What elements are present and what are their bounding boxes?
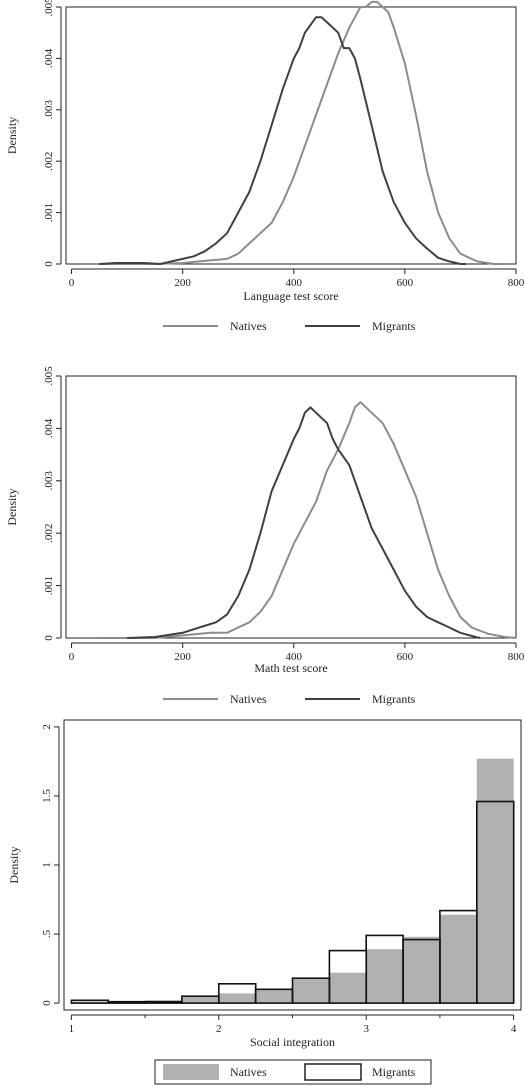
- y-axis-title: Density: [5, 117, 19, 154]
- x-tick-label: 800: [508, 277, 525, 289]
- legend-swatch-natives: [163, 1064, 219, 1080]
- y-tick-label: 2: [41, 724, 53, 730]
- x-tick-label: 0: [69, 277, 75, 289]
- x-tick-label: 200: [174, 651, 191, 663]
- legend: Natives Migrants: [154, 1059, 432, 1085]
- legend: Natives Migrants: [163, 692, 416, 706]
- social-integration-histogram-panel: 1 2 3 4 0 .5 1 1.5 2 Social integration Density Nat…: [7, 719, 522, 1085]
- bar-migrants-1: [70, 999, 110, 1004]
- legend-label-migrants: Migrants: [372, 319, 416, 333]
- bar-natives-12: [476, 758, 514, 1004]
- legend-label-natives: Natives: [230, 692, 267, 706]
- bar-natives-6: [255, 989, 293, 1004]
- bar-natives-8: [329, 972, 367, 1004]
- bar-natives-4: [181, 996, 219, 1004]
- series-line-migrants: [127, 406, 481, 639]
- y-axis-title: Density: [7, 846, 21, 883]
- bar-natives-7: [292, 978, 330, 1004]
- math-score-density-panel: 0 200 400 600 800 0 .001 .002 .003 .004 .005 Math t…: [5, 366, 525, 706]
- y-axis-title: Density: [5, 488, 19, 525]
- legend-swatch-migrants: [304, 1063, 362, 1081]
- x-axis-title: Math test score: [254, 661, 327, 675]
- language-score-density-panel: 0 200 400 600 800 0 .001 .002 .003 .004 .005 Langua…: [5, 0, 525, 333]
- y-tick-label: .005: [43, 366, 55, 386]
- x-tick-label: 400: [286, 651, 303, 663]
- y-tick-label: .005: [43, 0, 55, 17]
- bar-natives-11: [439, 914, 477, 1004]
- x-tick-label: 4: [511, 1023, 517, 1035]
- y-tick-label: .003: [43, 471, 55, 491]
- series-line-migrants: [99, 16, 466, 265]
- plot-frame: [63, 719, 522, 1011]
- legend-label-natives: Natives: [230, 1065, 267, 1079]
- y-tick-label: .004: [43, 418, 55, 438]
- bar-natives-9: [366, 949, 404, 1004]
- legend-label-natives: Natives: [230, 319, 267, 333]
- y-tick-label: .001: [43, 203, 55, 222]
- y-tick-label: .5: [41, 929, 53, 938]
- y-tick-label: .001: [43, 576, 55, 595]
- y-tick-label: .002: [43, 524, 55, 543]
- bar-migrants-12: [475, 800, 515, 1004]
- x-tick-label: 400: [286, 277, 303, 289]
- y-tick-label: 0: [43, 261, 55, 267]
- y-tick-label: 1.5: [41, 789, 53, 803]
- y-tick-label: 0: [43, 635, 55, 641]
- x-tick-label: 600: [397, 651, 414, 663]
- series-line-natives: [99, 401, 517, 639]
- bar-migrants-3: [144, 1000, 183, 1004]
- x-axis-title: Social integration: [250, 1035, 335, 1049]
- x-tick-label: 0: [69, 651, 75, 663]
- legend-label-migrants: Migrants: [372, 692, 416, 706]
- x-tick-label: 600: [397, 277, 414, 289]
- y-tick-label: .002: [43, 152, 55, 171]
- x-tick-label: 2: [216, 1023, 222, 1035]
- x-axis-title: Language test score: [243, 289, 338, 303]
- y-tick-label: 1: [41, 862, 53, 868]
- y-tick-label: .003: [43, 100, 55, 120]
- legend: Natives Migrants: [163, 319, 416, 333]
- legend-label-migrants: Migrants: [372, 1065, 416, 1079]
- x-tick-label: 3: [363, 1023, 369, 1035]
- x-tick-label: 1: [69, 1023, 75, 1035]
- plot-frame: [65, 6, 517, 265]
- legend-box: [154, 1059, 432, 1085]
- x-tick-label: 200: [174, 277, 191, 289]
- bar-natives-5: [218, 993, 256, 1004]
- y-tick-label: .004: [43, 48, 55, 68]
- plot-frame: [65, 375, 517, 639]
- x-tick-label: 800: [508, 651, 525, 663]
- bar-natives-10: [403, 936, 440, 1004]
- y-tick-label: 0: [41, 1000, 53, 1006]
- series-line-natives: [99, 0, 505, 265]
- bar-migrants-2: [107, 1000, 146, 1004]
